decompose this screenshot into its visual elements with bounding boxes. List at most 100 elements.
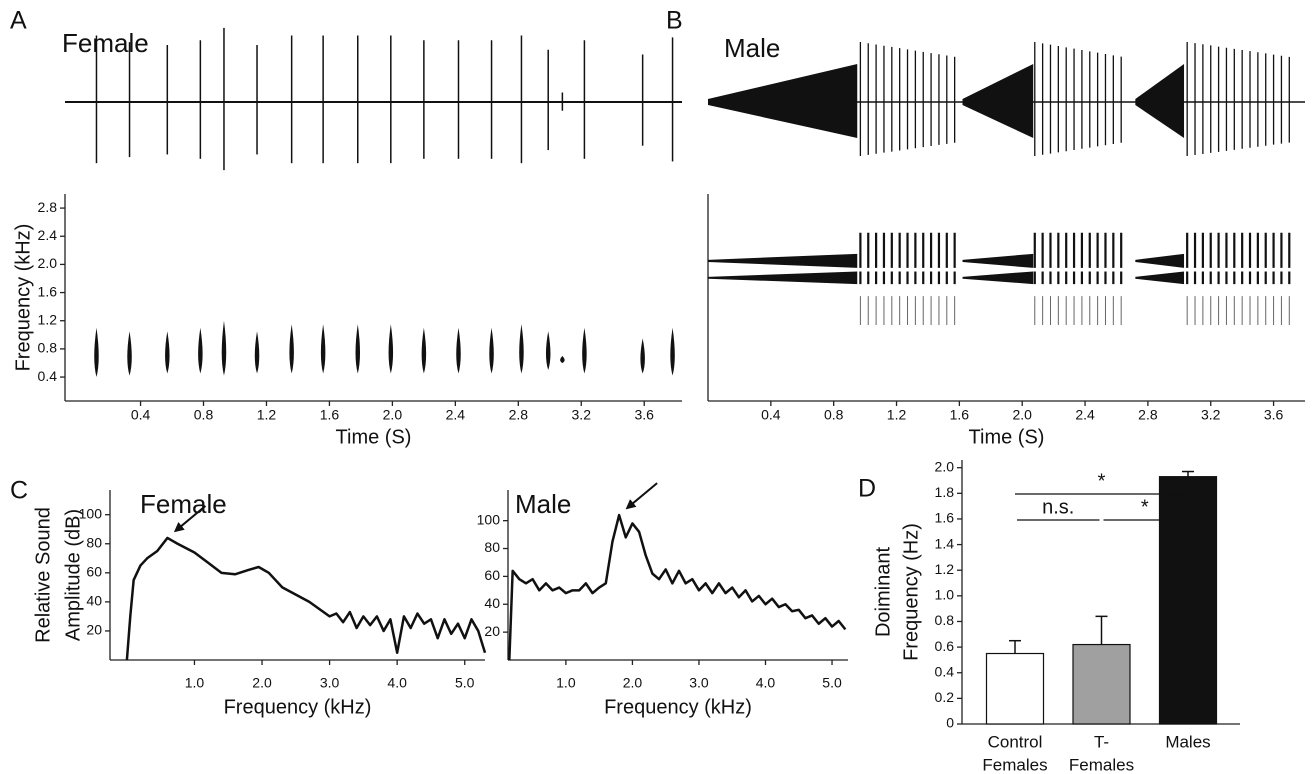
y-tick-label: 100 (477, 511, 501, 527)
spectrogram-pulse (165, 331, 170, 374)
spectrogram-pulse (388, 324, 394, 374)
significance-label: * (1098, 470, 1106, 492)
y-axis-label: Doiminant (872, 547, 894, 637)
x-tick-label: 2.4 (446, 407, 466, 423)
x-tick-label: 0.4 (761, 407, 781, 423)
x-tick-label: Males (1165, 732, 1210, 751)
spectrogram-train (859, 232, 956, 268)
spectrogram-buildup (962, 253, 1034, 268)
x-tick-label: Females (982, 755, 1047, 774)
y-tick-label: 0.4 (38, 368, 58, 384)
spectrogram-train (1186, 296, 1290, 325)
x-tick-label: 1.6 (950, 407, 970, 423)
y-tick-label: 1.2 (935, 561, 955, 577)
spectrogram-pulse (320, 324, 326, 374)
spectrogram-train (859, 296, 956, 325)
y-tick-label: 60 (86, 564, 102, 580)
y-tick-label: 2.8 (38, 199, 58, 215)
spectrogram-pulse (289, 324, 294, 374)
y-tick-label: 60 (484, 567, 500, 583)
spectrogram-pulse (489, 327, 494, 374)
x-tick-label: 1.0 (185, 675, 205, 691)
panel-label: A (10, 7, 27, 35)
y-tick-label: 20 (484, 623, 500, 639)
waveform-buildup (708, 64, 858, 138)
x-tick-label: 2.0 (252, 675, 272, 691)
chart-title: Male (724, 33, 780, 63)
y-axis-label: Frequency (Hz) (900, 523, 922, 661)
spectrogram-pulse (421, 327, 427, 374)
y-tick-label: 1.8 (935, 484, 955, 500)
x-tick-label: 0.8 (194, 407, 214, 423)
x-tick-label: 1.0 (556, 675, 576, 691)
chart-title: Female (62, 28, 149, 58)
spectrogram-buildup (962, 271, 1034, 285)
spectrogram-train (859, 271, 956, 285)
chart-title: Male (515, 489, 571, 519)
significance-label: n.s. (1042, 496, 1074, 518)
x-tick-label: Control (988, 732, 1043, 751)
peak-arrow (625, 482, 658, 510)
spectrogram-pulse (582, 327, 587, 374)
y-tick-label: 1.4 (935, 535, 955, 551)
x-tick-label: 5.0 (455, 675, 475, 691)
spectrum-line (508, 513, 847, 661)
x-axis-label: Frequency (kHz) (224, 696, 372, 718)
bar (1072, 643, 1131, 725)
y-tick-label: 0.8 (935, 612, 955, 628)
spectrogram-pulse (456, 327, 461, 374)
y-tick-label: 0.6 (935, 638, 955, 654)
x-tick-label: 1.6 (320, 407, 340, 423)
x-tick-label: 2.8 (1138, 407, 1158, 423)
y-axis-label: Relative Sound (32, 507, 54, 643)
x-tick-label: 2.0 (623, 675, 643, 691)
x-tick-label: 3.2 (572, 407, 592, 423)
y-tick-label: 1.6 (38, 283, 58, 299)
x-axis-label: Time (S) (336, 426, 412, 448)
y-tick-label: 40 (484, 595, 500, 611)
x-tick-label: 1.2 (887, 407, 907, 423)
y-tick-label: 0.8 (38, 340, 58, 356)
x-tick-label: 4.0 (756, 675, 776, 691)
y-tick-label: 2.4 (38, 227, 58, 243)
x-tick-label: 2.8 (509, 407, 529, 423)
y-axis-label: Frequency (kHz) (12, 224, 34, 372)
x-tick-label: 3.0 (320, 675, 340, 691)
x-tick-label: 4.0 (387, 675, 407, 691)
spectrogram-pulse (198, 327, 203, 374)
y-tick-label: 1.2 (38, 311, 58, 327)
y-tick-label: 2.0 (935, 458, 955, 474)
spectrogram-pulse (254, 331, 260, 374)
spectrogram-pulse (355, 324, 361, 374)
x-tick-label: 1.2 (257, 407, 277, 423)
waveform-train (859, 42, 956, 156)
waveform-train (1186, 42, 1290, 156)
chart-title: Female (140, 489, 227, 519)
spectrogram-buildup (708, 271, 858, 285)
x-axis-label: Frequency (kHz) (604, 696, 752, 718)
spectrogram-buildup (1135, 271, 1185, 285)
significance-label: * (1141, 496, 1149, 518)
y-axis-label: Amplitude (dB) (62, 509, 84, 641)
spectrogram-train (1186, 271, 1291, 285)
x-tick-label: 2.0 (383, 407, 403, 423)
waveform-train (1034, 42, 1122, 156)
x-tick-label: 2.4 (1075, 407, 1095, 423)
y-tick-label: 1.6 (935, 510, 955, 526)
y-tick-label: 1.0 (935, 587, 955, 603)
y-tick-label: 80 (86, 534, 102, 550)
y-tick-label: 0.4 (935, 663, 955, 679)
spectrogram-buildup (708, 253, 858, 268)
x-tick-label: 0.4 (131, 407, 151, 423)
y-tick-label: 0.2 (935, 689, 955, 705)
spectrogram-buildup (1135, 253, 1185, 268)
spectrogram-pulse (519, 324, 524, 374)
spectrogram-train (1186, 232, 1291, 268)
panel-label: C (10, 477, 28, 505)
panel-label: B (666, 7, 683, 35)
peak-arrow (173, 505, 207, 533)
spectrogram-pulse (640, 338, 645, 374)
x-tick-label: 3.0 (689, 675, 709, 691)
